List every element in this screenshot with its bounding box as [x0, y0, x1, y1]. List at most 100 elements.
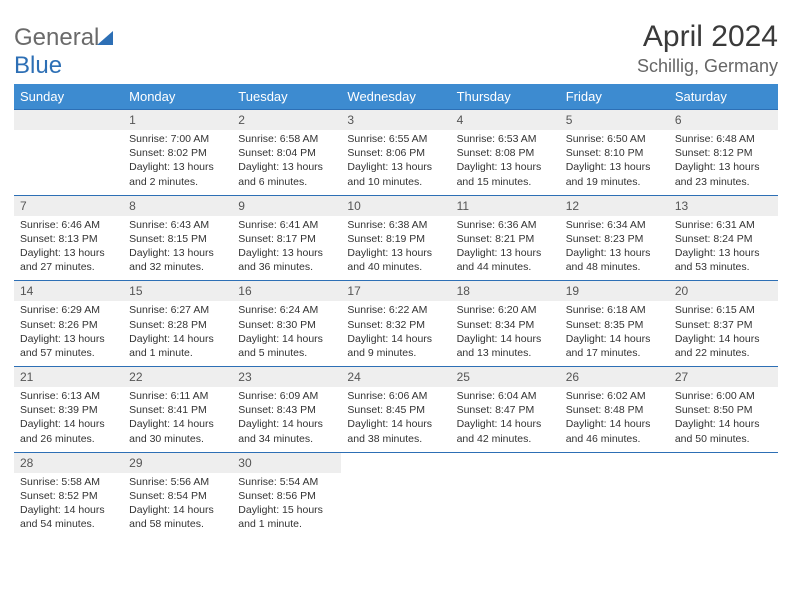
daylight-text: Daylight: 14 hours and 42 minutes.	[457, 417, 554, 445]
day-content-cell: Sunrise: 6:53 AMSunset: 8:08 PMDaylight:…	[451, 130, 560, 195]
sunrise-text: Sunrise: 6:06 AM	[347, 389, 444, 403]
week-content-row: Sunrise: 6:13 AMSunset: 8:39 PMDaylight:…	[14, 387, 778, 452]
day-number-cell: 5	[560, 110, 669, 131]
logo-triangle-icon	[97, 31, 113, 45]
sunrise-text: Sunrise: 6:50 AM	[566, 132, 663, 146]
daylight-text: Daylight: 14 hours and 58 minutes.	[129, 503, 226, 531]
sunrise-text: Sunrise: 6:13 AM	[20, 389, 117, 403]
sunrise-text: Sunrise: 6:20 AM	[457, 303, 554, 317]
sunset-text: Sunset: 8:43 PM	[238, 403, 335, 417]
month-title: April 2024	[637, 20, 778, 54]
sunset-text: Sunset: 8:54 PM	[129, 489, 226, 503]
weekday-wednesday: Wednesday	[341, 84, 450, 110]
sunrise-text: Sunrise: 6:41 AM	[238, 218, 335, 232]
daylight-text: Daylight: 14 hours and 34 minutes.	[238, 417, 335, 445]
day-content-cell: Sunrise: 6:11 AMSunset: 8:41 PMDaylight:…	[123, 387, 232, 452]
day-number-cell: 4	[451, 110, 560, 131]
day-number-cell: 21	[14, 367, 123, 388]
sunset-text: Sunset: 8:26 PM	[20, 318, 117, 332]
sunrise-text: Sunrise: 5:58 AM	[20, 475, 117, 489]
sunrise-text: Sunrise: 6:09 AM	[238, 389, 335, 403]
day-content-cell: Sunrise: 6:36 AMSunset: 8:21 PMDaylight:…	[451, 216, 560, 281]
daylight-text: Daylight: 15 hours and 1 minute.	[238, 503, 335, 531]
daylight-text: Daylight: 13 hours and 44 minutes.	[457, 246, 554, 274]
daylight-text: Daylight: 13 hours and 15 minutes.	[457, 160, 554, 188]
day-content-cell	[14, 130, 123, 195]
day-content-cell: Sunrise: 6:18 AMSunset: 8:35 PMDaylight:…	[560, 301, 669, 366]
sunset-text: Sunset: 8:24 PM	[675, 232, 772, 246]
day-number-cell: 23	[232, 367, 341, 388]
week-daynum-row: 123456	[14, 110, 778, 131]
daylight-text: Daylight: 14 hours and 5 minutes.	[238, 332, 335, 360]
sunrise-text: Sunrise: 6:58 AM	[238, 132, 335, 146]
day-content-cell: Sunrise: 6:43 AMSunset: 8:15 PMDaylight:…	[123, 216, 232, 281]
daylight-text: Daylight: 14 hours and 13 minutes.	[457, 332, 554, 360]
day-content-cell: Sunrise: 6:41 AMSunset: 8:17 PMDaylight:…	[232, 216, 341, 281]
sunrise-text: Sunrise: 6:31 AM	[675, 218, 772, 232]
sunset-text: Sunset: 8:32 PM	[347, 318, 444, 332]
sunrise-text: Sunrise: 6:38 AM	[347, 218, 444, 232]
day-content-cell: Sunrise: 6:29 AMSunset: 8:26 PMDaylight:…	[14, 301, 123, 366]
day-number-cell: 19	[560, 281, 669, 302]
sunrise-text: Sunrise: 6:15 AM	[675, 303, 772, 317]
day-number-cell	[669, 452, 778, 473]
logo-text: General Blue	[14, 24, 113, 80]
daylight-text: Daylight: 13 hours and 57 minutes.	[20, 332, 117, 360]
logo-word2: Blue	[14, 52, 62, 79]
day-number-cell: 9	[232, 195, 341, 216]
sunset-text: Sunset: 8:02 PM	[129, 146, 226, 160]
sunrise-text: Sunrise: 5:56 AM	[129, 475, 226, 489]
daylight-text: Daylight: 14 hours and 26 minutes.	[20, 417, 117, 445]
day-content-cell: Sunrise: 6:50 AMSunset: 8:10 PMDaylight:…	[560, 130, 669, 195]
day-number-cell: 18	[451, 281, 560, 302]
day-content-cell: Sunrise: 6:13 AMSunset: 8:39 PMDaylight:…	[14, 387, 123, 452]
day-number-cell: 11	[451, 195, 560, 216]
sunrise-text: Sunrise: 6:48 AM	[675, 132, 772, 146]
sunrise-text: Sunrise: 6:29 AM	[20, 303, 117, 317]
sunset-text: Sunset: 8:34 PM	[457, 318, 554, 332]
weekday-friday: Friday	[560, 84, 669, 110]
day-number-cell: 6	[669, 110, 778, 131]
day-content-cell: Sunrise: 6:38 AMSunset: 8:19 PMDaylight:…	[341, 216, 450, 281]
day-content-cell: Sunrise: 6:00 AMSunset: 8:50 PMDaylight:…	[669, 387, 778, 452]
daylight-text: Daylight: 14 hours and 1 minute.	[129, 332, 226, 360]
week-content-row: Sunrise: 6:46 AMSunset: 8:13 PMDaylight:…	[14, 216, 778, 281]
day-number-cell: 13	[669, 195, 778, 216]
day-number-cell: 25	[451, 367, 560, 388]
day-number-cell	[451, 452, 560, 473]
sunrise-text: Sunrise: 6:18 AM	[566, 303, 663, 317]
sunrise-text: Sunrise: 6:36 AM	[457, 218, 554, 232]
daylight-text: Daylight: 14 hours and 22 minutes.	[675, 332, 772, 360]
daylight-text: Daylight: 13 hours and 48 minutes.	[566, 246, 663, 274]
sunrise-text: Sunrise: 6:34 AM	[566, 218, 663, 232]
day-content-cell: Sunrise: 5:56 AMSunset: 8:54 PMDaylight:…	[123, 473, 232, 538]
sunset-text: Sunset: 8:19 PM	[347, 232, 444, 246]
daylight-text: Daylight: 14 hours and 30 minutes.	[129, 417, 226, 445]
logo-word1: General	[14, 24, 99, 51]
sunset-text: Sunset: 8:35 PM	[566, 318, 663, 332]
daylight-text: Daylight: 14 hours and 17 minutes.	[566, 332, 663, 360]
sunset-text: Sunset: 8:06 PM	[347, 146, 444, 160]
sunset-text: Sunset: 8:04 PM	[238, 146, 335, 160]
day-content-cell	[451, 473, 560, 538]
day-number-cell	[14, 110, 123, 131]
day-number-cell	[560, 452, 669, 473]
daylight-text: Daylight: 13 hours and 19 minutes.	[566, 160, 663, 188]
day-content-cell: Sunrise: 6:24 AMSunset: 8:30 PMDaylight:…	[232, 301, 341, 366]
sunset-text: Sunset: 8:08 PM	[457, 146, 554, 160]
day-number-cell: 15	[123, 281, 232, 302]
day-content-cell: Sunrise: 6:46 AMSunset: 8:13 PMDaylight:…	[14, 216, 123, 281]
sunset-text: Sunset: 8:28 PM	[129, 318, 226, 332]
day-content-cell: Sunrise: 6:09 AMSunset: 8:43 PMDaylight:…	[232, 387, 341, 452]
day-content-cell: Sunrise: 5:54 AMSunset: 8:56 PMDaylight:…	[232, 473, 341, 538]
day-content-cell: Sunrise: 6:31 AMSunset: 8:24 PMDaylight:…	[669, 216, 778, 281]
day-number-cell: 30	[232, 452, 341, 473]
sunset-text: Sunset: 8:47 PM	[457, 403, 554, 417]
sunrise-text: Sunrise: 6:53 AM	[457, 132, 554, 146]
day-number-cell: 17	[341, 281, 450, 302]
sunset-text: Sunset: 8:45 PM	[347, 403, 444, 417]
sunset-text: Sunset: 8:48 PM	[566, 403, 663, 417]
day-content-cell: Sunrise: 6:55 AMSunset: 8:06 PMDaylight:…	[341, 130, 450, 195]
sunset-text: Sunset: 8:23 PM	[566, 232, 663, 246]
daylight-text: Daylight: 13 hours and 2 minutes.	[129, 160, 226, 188]
